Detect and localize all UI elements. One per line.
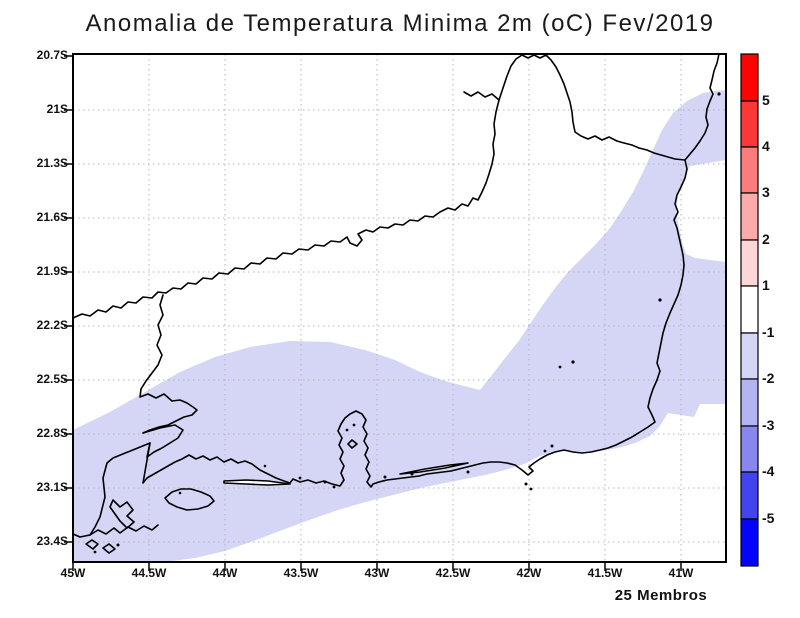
- colorbar-segment: [740, 146, 759, 194]
- island-sw1-path: [85, 539, 99, 550]
- y-axis-label: 22.2S: [36, 318, 68, 332]
- x-axis-label: 41.5W: [587, 566, 623, 580]
- y-axis-label: 20.7S: [36, 48, 68, 62]
- y-axis-label: 21S: [46, 102, 68, 116]
- guanabara-island-path: [347, 439, 358, 449]
- x-axis-label: 43.5W: [283, 566, 319, 580]
- island-sw2-path: [102, 543, 116, 554]
- sw-peninsulas-path: [109, 499, 135, 529]
- x-axis-label: 43W: [364, 566, 390, 580]
- lagoon-sliver2-path: [399, 462, 469, 475]
- x-axis-label: 42.5W: [435, 566, 471, 580]
- colorbar-segment: [740, 471, 759, 520]
- colorbar-label: 5: [762, 92, 770, 108]
- map-frame: [72, 53, 727, 563]
- sw-coast-jagged-path: [89, 524, 159, 536]
- colorbar-label: -2: [762, 370, 775, 386]
- colorbar-segment: [740, 100, 759, 148]
- colorbar-segment: [740, 518, 759, 567]
- colorbar-label: 2: [762, 231, 770, 247]
- y-axis-label: 22.5S: [36, 372, 68, 386]
- colorbar-segment: [740, 192, 759, 241]
- x-axis-label: 44.5W: [131, 566, 167, 580]
- colorbar-segment: [740, 425, 759, 473]
- colorbar-segment: [740, 332, 759, 380]
- y-axis-label: 22.8S: [36, 426, 68, 440]
- x-axis-label: 44W: [212, 566, 238, 580]
- colorbar-label: -1: [762, 324, 775, 340]
- lagoon-sliver-path: [223, 479, 291, 486]
- coastline-path: [72, 53, 720, 538]
- colorbar-label: 4: [762, 138, 770, 154]
- colorbar-segment: [740, 285, 759, 334]
- plot-title: Anomalia de Temperatura Minima 2m (oC) F…: [85, 10, 715, 37]
- x-axis-label: 41W: [668, 566, 694, 580]
- ilha-grande-path: [164, 488, 215, 511]
- y-axis-label: 23.4S: [36, 534, 68, 548]
- island-dots: [93, 92, 721, 554]
- colorbar-label: -3: [762, 417, 775, 433]
- ensemble-members-label: 25 Membros: [614, 587, 708, 604]
- axis-ticks: [64, 55, 682, 571]
- x-axis-label: 45W: [60, 566, 86, 580]
- colorbar-segment: [740, 378, 759, 427]
- colorbar-segment: [740, 53, 759, 102]
- colorbar-label: -5: [762, 510, 775, 526]
- colorbar-label: 3: [762, 184, 770, 200]
- graticule-gridlines: [73, 54, 726, 562]
- colorbar-label: -4: [762, 463, 775, 479]
- y-axis-label: 21.9S: [36, 264, 68, 278]
- y-axis-label: 21.6S: [36, 210, 68, 224]
- x-axis-label: 42W: [516, 566, 542, 580]
- y-axis-label: 23.1S: [36, 480, 68, 494]
- state-boundary-west-path: [139, 294, 198, 458]
- state-boundary-spur-path: [463, 91, 500, 101]
- colorbar: [740, 53, 759, 567]
- colorbar-segment: [740, 239, 759, 287]
- state-boundary-north-path: [72, 54, 686, 319]
- shaded-anomaly-region: [73, 90, 726, 562]
- y-axis-label: 21.3S: [36, 156, 68, 170]
- colorbar-label: 1: [762, 277, 770, 293]
